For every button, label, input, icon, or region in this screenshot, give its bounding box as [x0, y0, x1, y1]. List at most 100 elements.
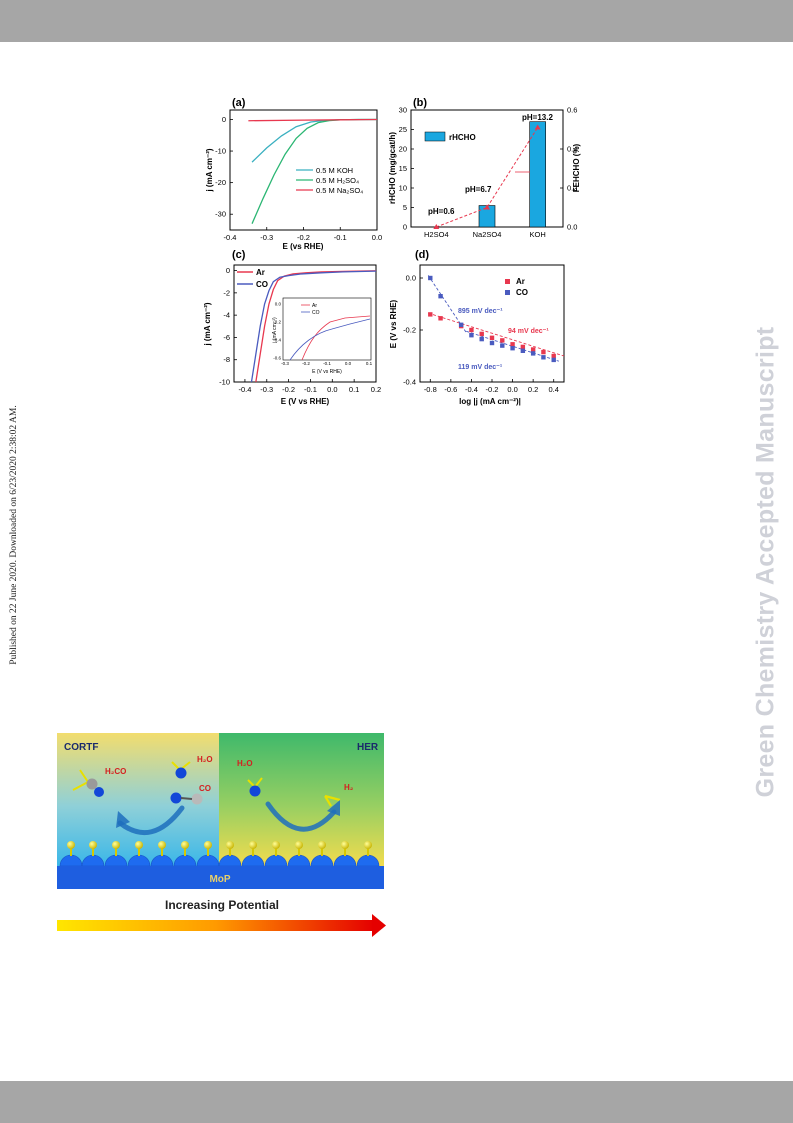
- x-tick-label: -0.2: [486, 385, 499, 394]
- annotation-ph-6-7: pH=6.7: [465, 185, 492, 194]
- mo-atom: [104, 854, 128, 867]
- data-point: [551, 353, 556, 359]
- panel-b-ylabel: rHCHO (mg/gcat/h): [388, 132, 397, 204]
- mo-atom: [356, 854, 380, 867]
- panel-d-ylabel: E (V vs RHE): [389, 299, 398, 348]
- y2-tick-label: 0.6: [567, 106, 577, 115]
- x-category-label: Na2SO4: [473, 230, 502, 239]
- increasing-potential-caption: Increasing Potential: [165, 898, 279, 912]
- inset-xlabel: E (V vs RHE): [312, 369, 342, 375]
- inset-y-tick-label: -0.2: [273, 320, 281, 325]
- panel-a-label: (a): [232, 97, 246, 109]
- top-banner: [0, 0, 793, 42]
- inset-series-ar: [301, 315, 371, 361]
- annotation-slope-94: 94 mV dec⁻¹: [508, 328, 549, 335]
- y-tick-label: -2: [223, 288, 230, 297]
- data-point: [541, 349, 546, 355]
- bond: [324, 795, 332, 807]
- bond: [180, 797, 193, 800]
- inset-ylabel: j (mA cm⁻²): [272, 317, 278, 344]
- bond: [79, 769, 89, 783]
- data-point: [489, 335, 495, 340]
- data-point: [520, 344, 526, 350]
- panel-c-ylabel: j (mA cm⁻²): [203, 302, 212, 346]
- h2o-right-label: H₂O: [237, 759, 253, 768]
- y-tick-label: 30: [399, 106, 407, 115]
- data-point: [469, 327, 474, 333]
- series-line: [248, 118, 378, 122]
- x-tick-label: 0.4: [548, 385, 558, 394]
- y-tick-label: -0.2: [403, 326, 416, 335]
- p-atom: [364, 841, 372, 849]
- legend-label-na2so4: 0.5 M Na₂SO₄: [316, 186, 363, 195]
- p-atom: [112, 841, 120, 849]
- fe-point: [534, 124, 541, 130]
- mo-atom: [218, 854, 242, 867]
- bond: [254, 777, 263, 788]
- cortf-curved-arrow: [117, 805, 185, 836]
- mo-atom: [196, 854, 220, 867]
- x-tick-label: -0.6: [444, 385, 457, 394]
- legend-label-co: CO: [256, 280, 268, 289]
- series-line: [250, 270, 377, 383]
- data-point: [438, 316, 443, 321]
- mop-label: MoP: [209, 874, 230, 885]
- mo-atom: [127, 854, 151, 867]
- data-point: [479, 331, 484, 337]
- data-point: [510, 342, 515, 347]
- co-label: CO: [199, 784, 211, 793]
- h2-label: H₂: [344, 783, 354, 792]
- x-tick-label: -0.8: [424, 385, 437, 394]
- data-point: [551, 357, 556, 363]
- annotation-slope-895: 895 mV dec⁻¹: [458, 308, 503, 315]
- cortf-label: CORTF: [64, 742, 98, 753]
- panel-d-xlabel: log |j (mA cm⁻²)|: [459, 397, 521, 406]
- x-tick-label: 0.0: [327, 385, 337, 394]
- bond: [72, 781, 89, 791]
- y-tick-label: 0: [226, 266, 230, 275]
- x-tick-label: 0.2: [528, 385, 538, 394]
- inset-x-tick-label: 0.0: [345, 361, 352, 366]
- p-atom: [204, 841, 212, 849]
- annotation-ph-0-6: pH=0.6: [428, 207, 455, 216]
- x-tick-label: 0.2: [371, 385, 381, 394]
- panel-c-frame: [233, 264, 377, 383]
- x-tick-label: -0.4: [465, 385, 478, 394]
- data-point: [541, 355, 546, 360]
- bar: [529, 121, 546, 228]
- p-atom: [89, 841, 97, 849]
- y-tick-label: 20: [399, 145, 407, 154]
- h2o-left-label: H₂O: [197, 755, 213, 764]
- fe-point: [433, 224, 440, 229]
- y-tick-label: 0.0: [406, 274, 416, 283]
- data-point: [530, 347, 536, 352]
- legend-label-ar-d: Ar: [516, 277, 525, 286]
- mo-atom: [264, 854, 288, 867]
- legend-marker-ar: [505, 279, 510, 284]
- cortf-arrowhead: [116, 811, 130, 828]
- inset-y-tick-label: -0.6: [273, 356, 281, 361]
- mo-atom: [241, 854, 265, 867]
- x-tick-label: 0.1: [349, 385, 359, 394]
- legend-label-co-d: CO: [516, 288, 528, 297]
- panel-c-xlabel: E (V vs RHE): [281, 397, 330, 406]
- y-tick-label: 0: [403, 223, 407, 232]
- data-point: [530, 351, 536, 356]
- legend-label-koh: 0.5 M KOH: [316, 166, 353, 175]
- y-tick-label: -10: [215, 147, 226, 156]
- y-tick-label: -10: [219, 378, 230, 387]
- legend-label-h2so4: 0.5 M H₂SO₄: [316, 176, 359, 185]
- legend-label-rhcho: rHCHO: [449, 133, 476, 142]
- inset-x-tick-label: -0.3: [281, 361, 289, 366]
- mo-atom: [310, 854, 334, 867]
- x-tick-label: 0.0: [372, 233, 382, 242]
- inset-legend-co: CO: [312, 310, 320, 316]
- annotation-slope-119: 119 mV dec⁻¹: [458, 364, 503, 371]
- p-atom: [135, 841, 143, 849]
- p-atom: [341, 841, 349, 849]
- inset-y-tick-label: -0.4: [273, 338, 281, 343]
- y2-tick-label: 0.0: [567, 223, 577, 232]
